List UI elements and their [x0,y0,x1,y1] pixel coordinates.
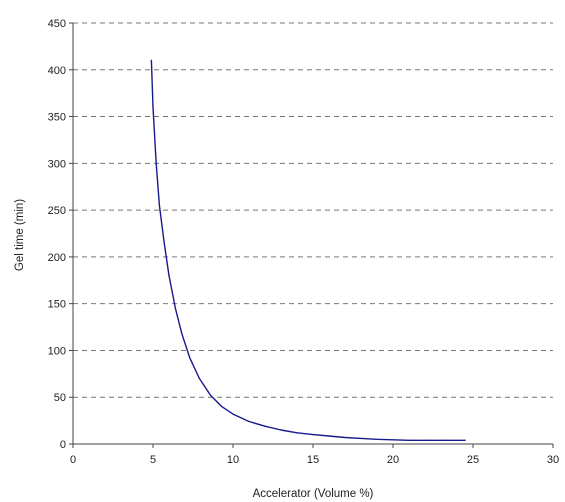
data-point [360,437,362,439]
x-tick-label: 10 [227,454,239,466]
data-point [181,333,183,335]
x-tick-label: 0 [70,454,76,466]
x-tick-label: 15 [307,454,319,466]
data-point [163,242,165,244]
x-tick-label: 25 [467,454,479,466]
data-point [248,420,250,423]
data-point [280,429,282,431]
data-point [210,394,212,396]
data-point [232,413,234,415]
y-tick-label: 100 [48,345,66,357]
y-axis-title: Gel time (min) [14,199,26,271]
y-tick-label: 400 [48,65,66,77]
data-point [376,438,378,440]
x-axis: 0 5 10 15 20 25 30 [70,443,559,466]
series-line [150,59,466,441]
x-axis-title: Accelerator (Volume %) [253,488,374,500]
data-point [344,436,346,439]
y-tick-label: 0 [60,439,66,451]
data-point [189,357,191,359]
data-point [155,162,157,164]
data-point [424,439,426,441]
data-point [198,377,200,380]
x-tick-label: 20 [387,454,399,466]
y-tick-label: 450 [48,18,66,30]
y-tick-label: 50 [54,392,66,404]
x-tick-label: 30 [547,454,559,466]
data-point [158,204,160,207]
data-point [328,435,330,437]
data-point [168,275,170,277]
grid-lines [73,22,553,398]
y-tick-label: 250 [48,205,66,217]
y-tick-label: 300 [48,158,66,170]
y-tick-label: 200 [48,252,66,264]
data-point [464,439,466,441]
data-point [312,434,314,436]
data-point [392,439,394,441]
data-point [174,307,176,309]
data-point [150,59,152,62]
data-point [296,432,298,434]
data-series [150,59,466,441]
data-point [264,425,266,427]
y-axis: 0 50 100 150 200 250 300 350 400 450 [48,18,74,451]
data-point [440,439,442,441]
y-tick-label: 350 [48,112,66,124]
data-point [408,439,410,441]
y-tick-label: 150 [48,299,66,311]
data-point [221,405,223,408]
x-tick-label: 5 [150,454,156,466]
data-point [152,106,154,108]
